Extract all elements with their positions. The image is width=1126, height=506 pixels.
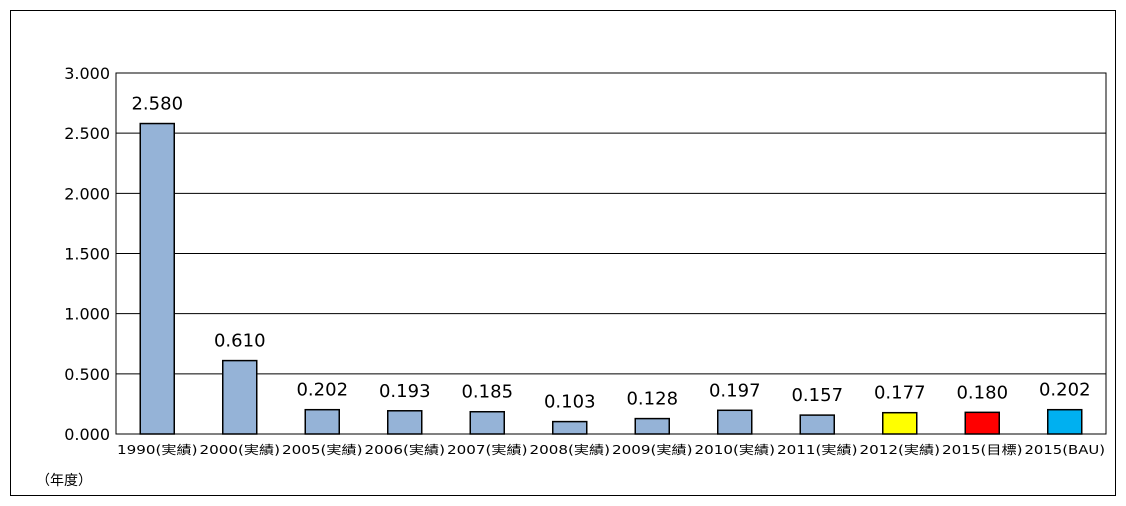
x-category-label: 1990(実績): [117, 442, 198, 457]
y-tick-label: 0.500: [64, 365, 110, 384]
x-category-label: 2000(実績): [200, 442, 281, 457]
y-tick-label: 3.000: [64, 64, 110, 83]
x-category-label: 2009(実績): [612, 442, 693, 457]
bar: [469, 410, 505, 435]
x-category-label: 2015(目標): [942, 443, 1023, 457]
data-label: 2.580: [131, 94, 183, 115]
y-tick-label: 1.500: [64, 245, 110, 264]
bar: [387, 410, 423, 435]
x-axis-unit-label: （年度）: [36, 473, 92, 489]
y-tick-label: 2.500: [64, 124, 110, 143]
x-category-label: 2008(実績): [530, 442, 611, 457]
data-label: 0.157: [791, 385, 843, 406]
y-tick-label: 0.000: [64, 425, 110, 444]
data-label: 0.185: [461, 382, 513, 403]
data-label: 0.103: [544, 392, 596, 413]
bar: [717, 409, 753, 435]
bar: [222, 359, 258, 435]
bar: [552, 420, 588, 435]
gridlines: [116, 132, 1106, 375]
data-label: 0.197: [709, 380, 761, 401]
y-axis-ticks: 0.000 0.500 1.000 1.500 2.000 2.500 3.000: [64, 64, 110, 444]
data-label: 0.193: [379, 381, 431, 402]
x-category-label: 2006(実績): [365, 442, 446, 457]
bar: [882, 411, 918, 435]
data-label: 0.128: [626, 389, 678, 410]
data-label: 0.610: [214, 331, 266, 352]
bar: [139, 122, 175, 435]
data-label: 0.202: [296, 380, 348, 401]
y-tick-label: 1.000: [64, 305, 110, 324]
bar: [1047, 408, 1083, 435]
x-category-label: 2012(実績): [860, 442, 941, 457]
bar: [304, 408, 340, 435]
bars: [139, 122, 1083, 435]
x-category-label: 2010(実績): [695, 442, 776, 457]
bar: [964, 411, 1000, 435]
x-axis-categories: 1990(実績) 2000(実績) 2005(実績) 2006(実績) 2007(実績)…: [117, 442, 1105, 457]
data-label: 0.202: [1039, 380, 1091, 401]
x-category-label: 2015(BAU): [1025, 443, 1106, 457]
data-labels: 2.580 0.610 0.202 0.193 0.185 0.103 0.128 0.197…: [131, 94, 1090, 413]
y-tick-label: 2.000: [64, 184, 110, 203]
bar: [634, 417, 670, 435]
x-category-label: 2007(実績): [447, 442, 528, 457]
x-category-label: 2005(実績): [282, 442, 363, 457]
bar: [799, 414, 835, 435]
data-label: 0.180: [956, 382, 1008, 403]
x-category-label: 2011(実績): [777, 442, 858, 457]
data-label: 0.177: [874, 383, 926, 404]
